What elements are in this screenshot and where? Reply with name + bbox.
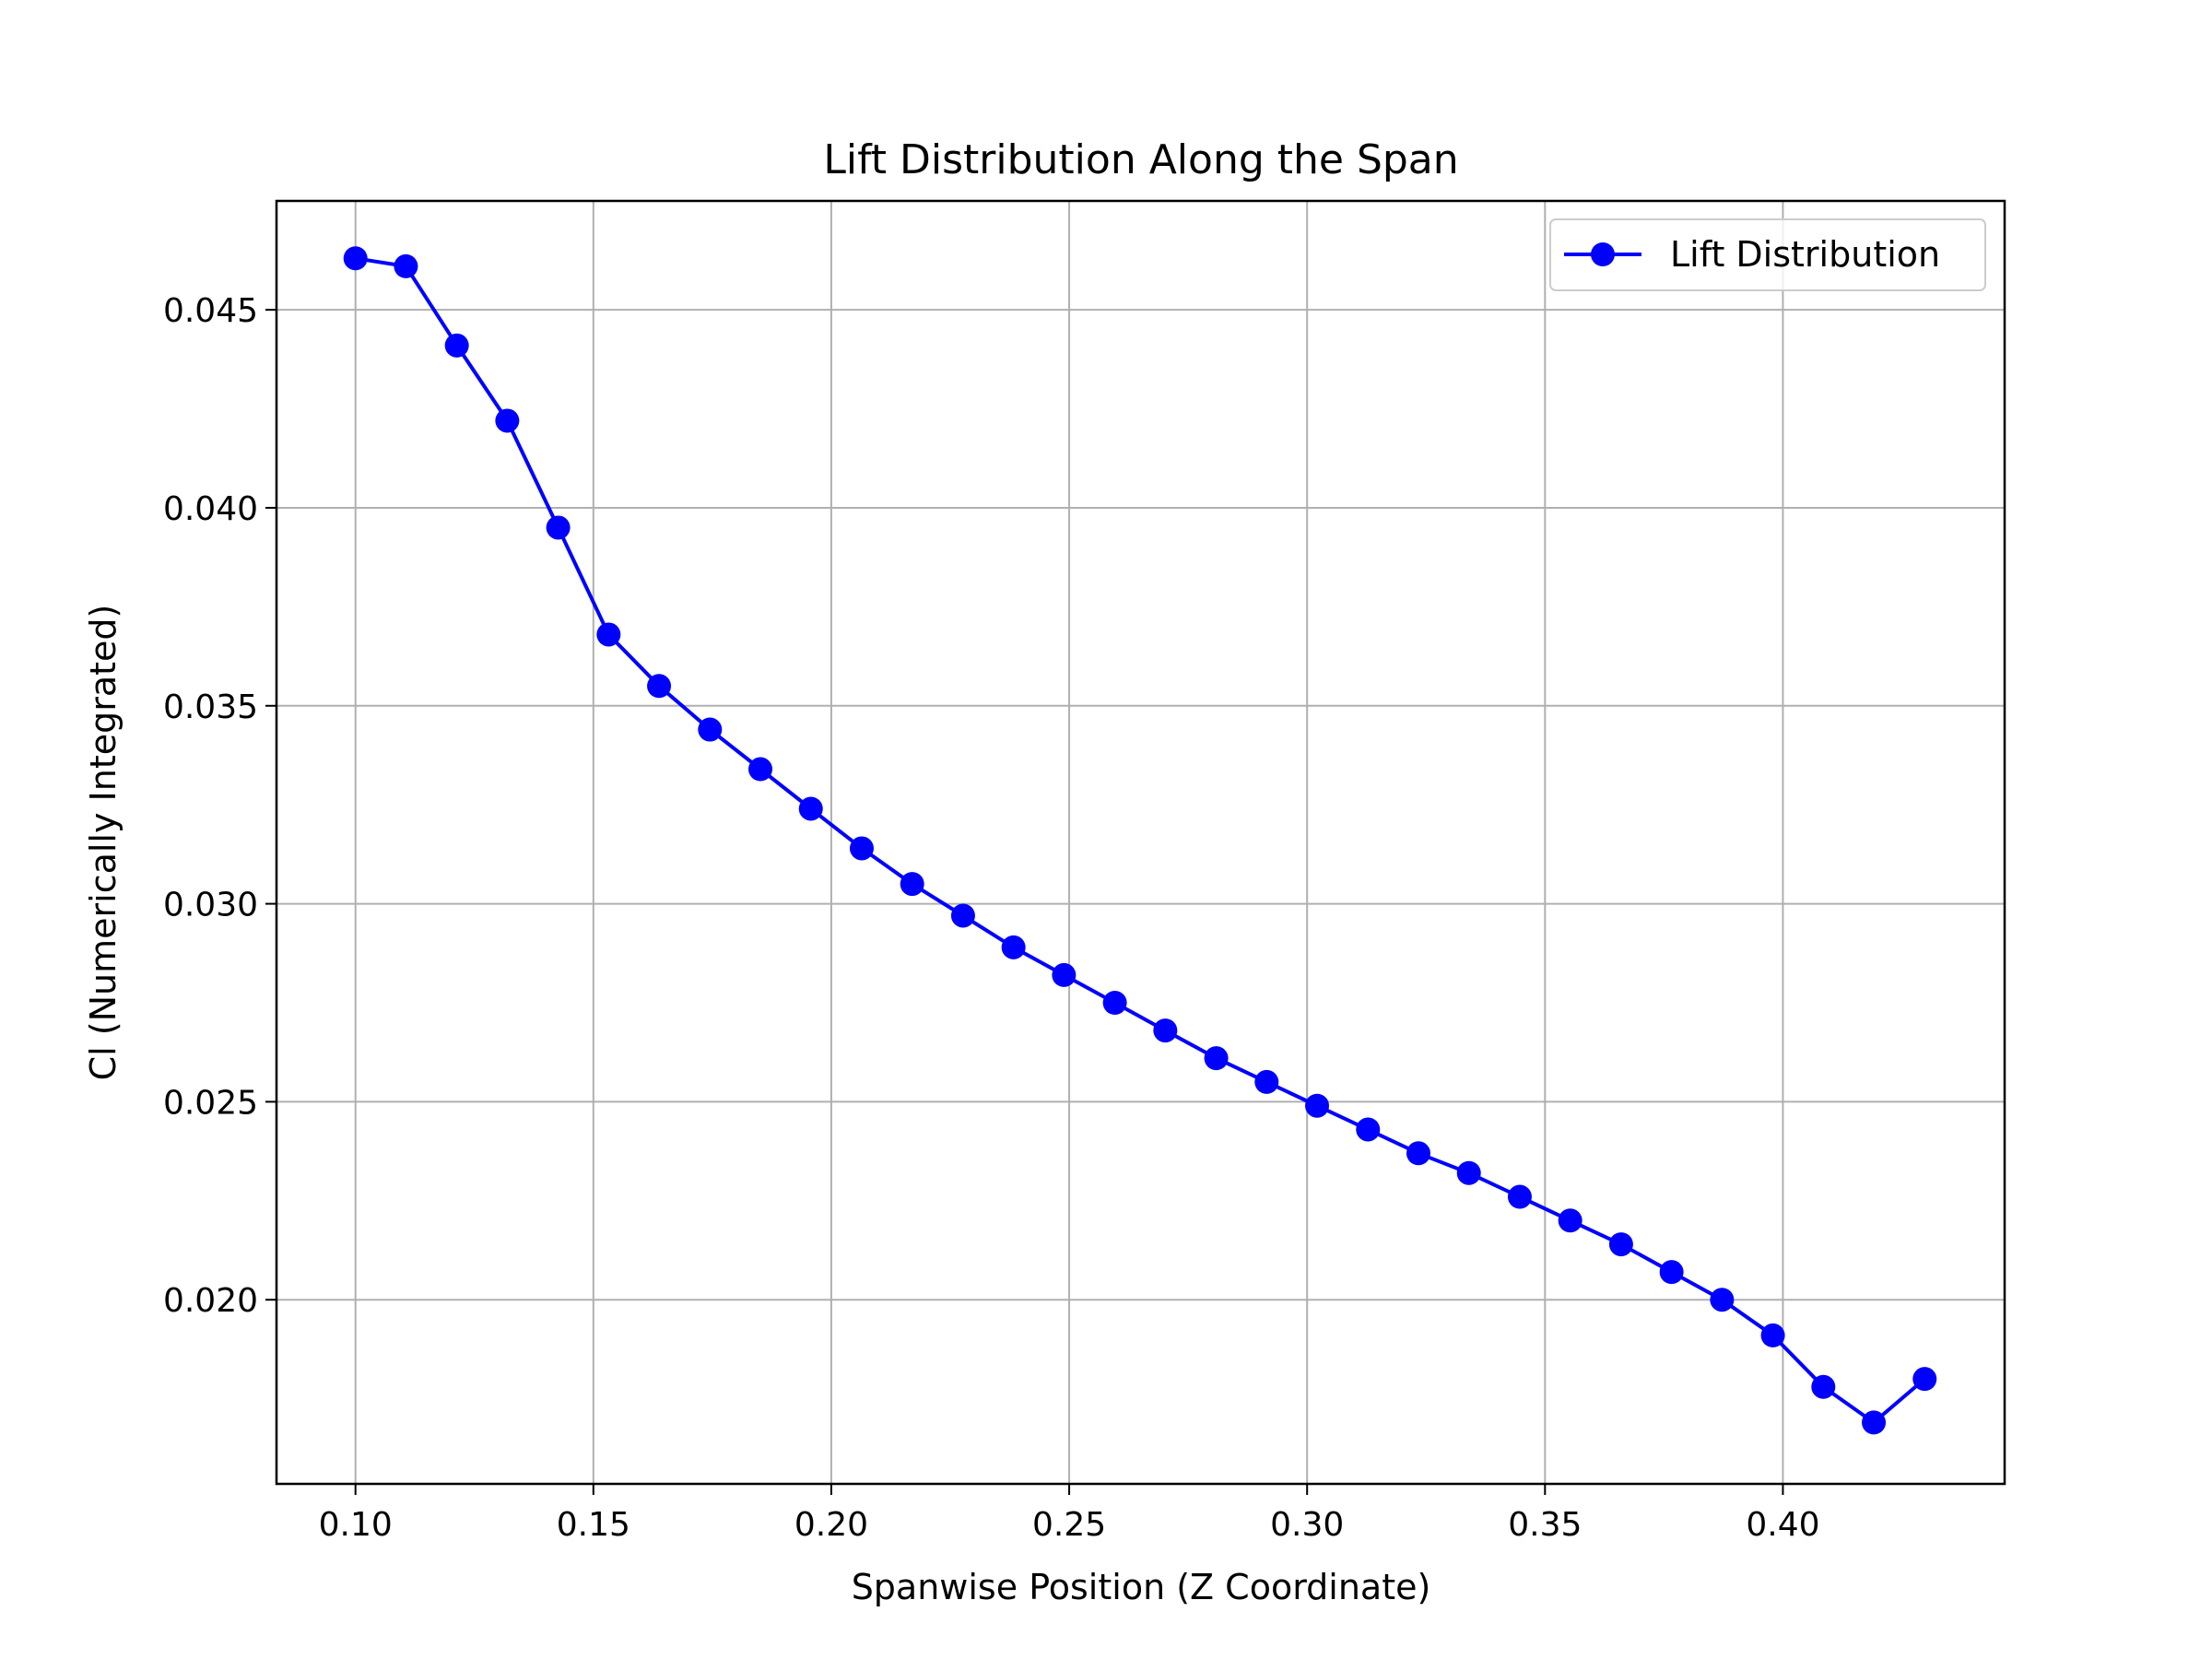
legend-box	[1549, 218, 1986, 291]
data-point	[1659, 1260, 1684, 1285]
data-point	[1862, 1410, 1887, 1435]
data-point	[1912, 1367, 1937, 1392]
x-tick-label: 0.25	[1032, 1506, 1106, 1544]
data-point	[647, 674, 672, 699]
data-point	[748, 757, 773, 782]
data-point	[546, 515, 571, 540]
data-point	[1608, 1232, 1633, 1257]
data-point	[444, 333, 469, 358]
data-point	[1356, 1117, 1381, 1142]
data-point	[1760, 1323, 1785, 1347]
y-axis-ticks: 0.020 0.025 0.030 0.035 0.040 0.045	[163, 292, 276, 1320]
x-axis-label: Spanwise Position (Z Coordinate)	[852, 1567, 1431, 1607]
legend: Lift Distribution	[1549, 218, 1986, 291]
data-point	[394, 253, 418, 278]
y-axis-label: Cl (Numerically Integrated)	[83, 605, 124, 1081]
legend-label: Lift Distribution	[1670, 234, 1940, 275]
data-point	[900, 872, 924, 897]
data-point	[1710, 1288, 1735, 1312]
y-tick-label: 0.045	[163, 292, 258, 330]
data-series	[343, 246, 1937, 1435]
data-point	[343, 246, 368, 271]
data-point	[1102, 991, 1127, 1015]
data-point	[1507, 1184, 1532, 1209]
data-point	[849, 836, 874, 861]
data-point	[1052, 962, 1077, 987]
x-tick-label: 0.20	[794, 1506, 868, 1544]
data-point	[1305, 1093, 1330, 1118]
data-point	[596, 622, 621, 647]
plot-frame	[275, 199, 2006, 1486]
data-point	[698, 717, 723, 742]
data-point	[1153, 1018, 1178, 1043]
data-point	[1204, 1046, 1229, 1071]
data-point	[495, 408, 520, 433]
x-tick-label: 0.15	[557, 1506, 630, 1544]
data-point	[1406, 1141, 1430, 1166]
y-tick-label: 0.040	[163, 490, 258, 528]
y-tick-label: 0.020	[163, 1282, 258, 1320]
data-point	[1456, 1160, 1481, 1185]
data-point	[1558, 1208, 1583, 1233]
legend-marker-icon	[1591, 242, 1615, 266]
grid	[276, 201, 2005, 1484]
data-point	[1254, 1069, 1279, 1094]
y-tick-label: 0.025	[163, 1084, 258, 1122]
y-tick-label: 0.035	[163, 688, 258, 726]
x-tick-label: 0.35	[1508, 1506, 1582, 1544]
data-point	[950, 903, 975, 928]
data-point	[1001, 935, 1026, 959]
data-point	[1811, 1374, 1836, 1399]
x-axis-ticks: 0.10 0.15 0.20 0.25 0.30 0.35 0.40	[319, 1484, 1820, 1544]
data-point	[798, 796, 823, 821]
x-tick-label: 0.10	[319, 1506, 393, 1544]
x-tick-label: 0.30	[1270, 1506, 1344, 1544]
x-tick-label: 0.40	[1746, 1506, 1819, 1544]
chart-title: Lift Distribution Along the Span	[823, 136, 1458, 183]
y-tick-label: 0.030	[163, 887, 258, 924]
